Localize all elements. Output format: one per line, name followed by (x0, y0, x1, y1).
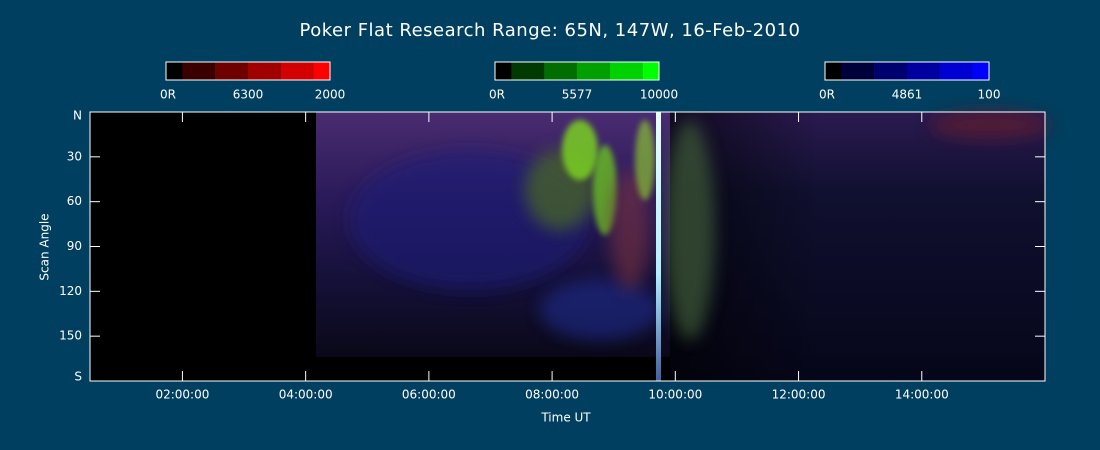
colorbar-cell (825, 62, 842, 80)
keogram-image (90, 111, 1050, 381)
axes: 02:00:00 04:00:00 06:00:00 08:00:00 10:00:00… (59, 109, 1045, 402)
colorbar-frame (824, 61, 990, 81)
colorbar-cell (166, 62, 183, 80)
x-tick-label: 10:00:00 (648, 388, 702, 402)
colorbar-wavelength: 4861 (892, 88, 923, 102)
colorbar-cell (907, 62, 940, 80)
colorbar-cell (609, 62, 643, 80)
colorbar-cell (874, 62, 907, 80)
colorbar-cell (182, 62, 216, 80)
x-tick-label: 12:00:00 (772, 388, 826, 402)
chart-title: Poker Flat Research Range: 65N, 147W, 16… (300, 20, 801, 41)
y-tick-label: N (73, 109, 82, 123)
colorbar-max-label: 2000 (315, 88, 346, 102)
colorbar-cell (642, 62, 659, 80)
colorbar-cell (577, 62, 610, 80)
colorbar-cell (511, 62, 545, 80)
colorbar-max-label: 100 (978, 88, 1001, 102)
y-tick-label: 150 (59, 329, 82, 343)
x-tick-label: 04:00:00 (279, 388, 333, 402)
x-tick-label: 14:00:00 (895, 388, 949, 402)
colorbar-min-label: 0R (160, 88, 176, 102)
colorbar-min-label: 0R (819, 88, 835, 102)
colorbar-cell (313, 62, 330, 80)
y-tick-label: S (74, 370, 82, 384)
colorbars: 0R 6300 2000 0R 5577 10000 0R 4861 100 (160, 61, 1001, 102)
colorbar-cell (939, 62, 973, 80)
colorbar-frame (494, 61, 660, 81)
colorbar-cell (248, 62, 281, 80)
colorbar-min-label: 0R (489, 88, 505, 102)
x-tick-label: 06:00:00 (402, 388, 456, 402)
colorbar-cell (972, 62, 989, 80)
colorbar-cell (280, 62, 314, 80)
y-tick-label: 60 (67, 194, 82, 208)
y-tick-label: 30 (67, 149, 82, 163)
colorbar-frame (165, 61, 331, 81)
colorbar-cell (495, 62, 512, 80)
colorbar-cell (215, 62, 248, 80)
y-axis-label: Scan Angle (38, 213, 52, 280)
colorbar-max-label: 10000 (640, 88, 678, 102)
x-axis-label: Time UT (540, 411, 591, 425)
x-tick-label: 02:00:00 (155, 388, 209, 402)
y-tick-label: 90 (67, 239, 82, 253)
colorbar-cell (841, 62, 875, 80)
y-tick-label: 120 (59, 284, 82, 298)
colorbar-wavelength: 5577 (562, 88, 593, 102)
colorbar-wavelength: 6300 (233, 88, 264, 102)
colorbar-cell (544, 62, 577, 80)
x-tick-label: 08:00:00 (525, 388, 579, 402)
